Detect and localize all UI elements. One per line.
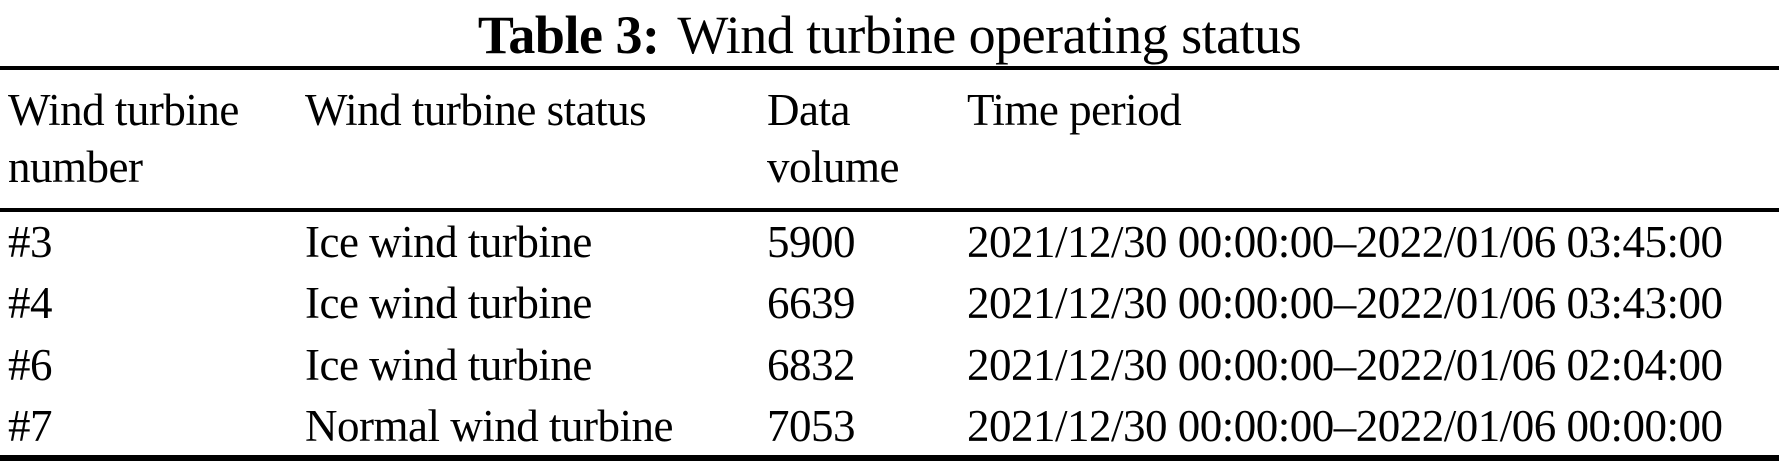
- column-header-wind-turbine-status: Wind turbine status: [305, 68, 767, 213]
- table-caption-title: Wind turbine operating status: [677, 5, 1302, 65]
- table-row: #4 Ice wind turbine 6639 2021/12/30 00:0…: [0, 272, 1779, 334]
- time-period-cell: 2021/12/30 00:00:00–2022/01/06 02:04:00: [967, 340, 1723, 391]
- time-period-cell: 2021/12/30 00:00:00–2022/01/06 00:00:00: [967, 400, 1723, 451]
- wind-turbine-status-table: Wind turbine number Wind turbine status …: [0, 66, 1779, 462]
- turbine-number-cell: #4: [8, 278, 53, 329]
- table-row: #7 Normal wind turbine 7053 2021/12/30 0…: [0, 396, 1779, 458]
- column-header-time-period: Time period: [967, 68, 1779, 213]
- data-volume-cell: 6639: [767, 278, 856, 329]
- table-caption-label: Table 3:: [477, 5, 660, 65]
- time-period-cell: 2021/12/30 00:00:00–2022/01/06 03:43:00: [967, 278, 1723, 329]
- turbine-status-cell: Ice wind turbine: [305, 340, 592, 391]
- turbine-number-cell: #6: [8, 340, 53, 391]
- time-period-cell: 2021/12/30 00:00:00–2022/01/06 03:45:00: [967, 217, 1723, 268]
- table-row: #6 Ice wind turbine 6832 2021/12/30 00:0…: [0, 334, 1779, 396]
- turbine-status-cell: Ice wind turbine: [305, 217, 592, 268]
- turbine-status-cell: Ice wind turbine: [305, 278, 592, 329]
- turbine-number-cell: #3: [8, 217, 53, 268]
- data-volume-cell: 7053: [767, 400, 856, 451]
- data-volume-cell: 6832: [767, 340, 856, 391]
- turbine-status-cell: Normal wind turbine: [305, 400, 673, 451]
- table-row: #3 Ice wind turbine 5900 2021/12/30 00:0…: [0, 210, 1779, 272]
- column-header-wind-turbine-number: Wind turbine number: [0, 68, 305, 213]
- data-volume-cell: 5900: [767, 217, 856, 268]
- column-header-data-volume: Data volume: [767, 68, 967, 213]
- turbine-number-cell: #7: [8, 400, 53, 451]
- header-row: Wind turbine number Wind turbine status …: [0, 68, 1779, 213]
- table-caption: Table 3: Wind turbine operating status: [0, 0, 1779, 66]
